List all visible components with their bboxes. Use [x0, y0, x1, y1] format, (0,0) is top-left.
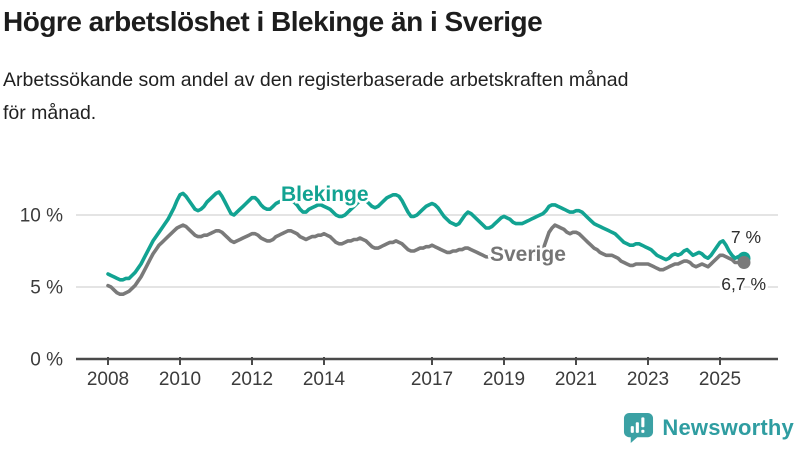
x-tick-label: 2010: [159, 369, 201, 390]
x-tick-label: 2017: [411, 369, 453, 390]
line-blekinge: [106, 190, 746, 282]
grid-layer: 0 % 5 % 10 % 2008 2010 2012 2014 2017 2019 2021 20…: [20, 206, 778, 390]
end-value-label-blekinge: 7 %: [731, 227, 761, 247]
subtitle-line-2: för månad.: [3, 102, 97, 124]
series-layer: [106, 190, 751, 296]
x-tick-label: 2023: [627, 369, 669, 390]
x-tick-label: 2019: [483, 369, 525, 390]
x-tick-label: 2014: [303, 369, 346, 390]
y-tick-label: 0 %: [30, 350, 63, 371]
newsworthy-logo-text: Newsworthy: [662, 415, 794, 440]
y-tick-label: 5 %: [30, 278, 63, 299]
x-tick-label: 2021: [555, 369, 597, 390]
series-label-sverige: Sverige: [490, 243, 566, 266]
chart-subtitle: Arbetssökande som andel av den registerb…: [3, 64, 793, 130]
x-tick-label: 2008: [87, 369, 129, 390]
line-sverige: [106, 223, 746, 296]
series-label-blekinge: Blekinge: [281, 183, 369, 206]
y-tick-label: 10 %: [20, 206, 63, 227]
page-title: Högre arbetslöshet i Blekinge än i Sveri…: [3, 6, 543, 37]
newsworthy-bubble-chart-icon: [624, 412, 654, 444]
x-tick-label: 2025: [699, 369, 741, 390]
end-dot-sverige: [737, 256, 751, 270]
x-tick-label: 2012: [231, 369, 273, 390]
subtitle-line-1: Arbetssökande som andel av den registerb…: [3, 69, 629, 91]
newsworthy-logo: Newsworthy: [623, 412, 794, 444]
end-value-label-sverige: 6,7 %: [721, 274, 766, 294]
